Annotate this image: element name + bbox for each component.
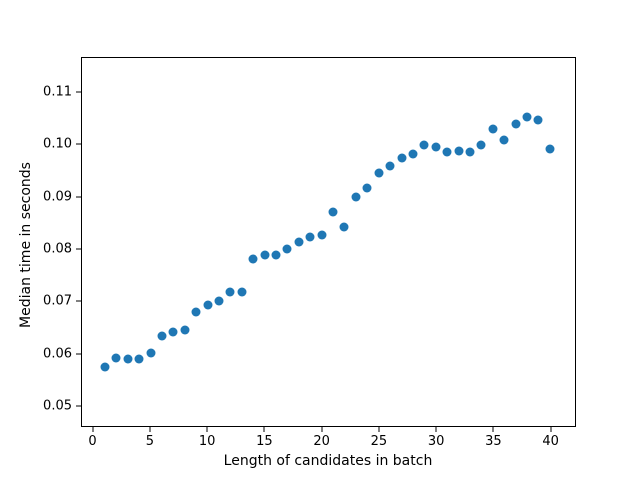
x-tick-label: 0 — [88, 434, 97, 449]
data-point — [385, 161, 395, 171]
x-tick-mark — [206, 427, 208, 432]
x-axis-ticks: 0 5 10 15 20 25 30 35 40 — [81, 427, 576, 457]
data-point — [168, 327, 178, 337]
data-point — [488, 124, 498, 134]
data-point — [294, 237, 304, 247]
x-tick-label: 15 — [256, 434, 273, 449]
data-point — [339, 222, 349, 232]
x-tick-label: 30 — [427, 434, 445, 449]
y-tick-mark — [76, 405, 81, 407]
y-axis-label: Median time in seconds — [18, 162, 34, 328]
x-tick-label: 10 — [198, 434, 216, 449]
data-point — [454, 146, 464, 156]
data-point — [351, 192, 361, 202]
x-tick-label: 5 — [145, 434, 154, 449]
y-tick-mark — [76, 300, 81, 302]
data-point — [305, 232, 315, 242]
data-point — [362, 183, 372, 193]
y-tick-label: 0.06 — [43, 346, 72, 362]
data-point — [180, 325, 190, 335]
x-tick-label: 40 — [542, 434, 559, 449]
data-point — [191, 307, 201, 317]
y-tick-mark — [76, 248, 81, 250]
x-tick-mark — [550, 427, 552, 432]
x-tick-mark — [149, 427, 151, 432]
data-point — [465, 147, 475, 157]
x-tick-mark — [263, 427, 265, 432]
data-point — [545, 144, 555, 154]
data-point — [248, 254, 258, 264]
y-tick-label: 0.08 — [43, 241, 72, 257]
data-point — [237, 287, 247, 297]
x-tick-label: 25 — [370, 434, 388, 449]
data-point — [157, 331, 167, 341]
data-point — [134, 354, 144, 364]
x-tick-mark — [492, 427, 494, 432]
data-point — [533, 115, 543, 125]
y-tick-label: 0.10 — [43, 136, 72, 152]
data-point — [431, 142, 441, 152]
x-axis-label: Length of candidates in batch — [223, 453, 433, 469]
x-tick-label: 20 — [313, 434, 330, 449]
data-point — [476, 140, 486, 150]
data-point — [282, 244, 292, 253]
data-point — [511, 119, 521, 129]
y-tick-mark — [76, 143, 81, 145]
data-point — [100, 362, 110, 372]
data-point — [260, 250, 270, 260]
data-point — [123, 354, 133, 364]
data-point — [522, 112, 532, 122]
data-point — [408, 149, 418, 159]
y-tick-label: 0.07 — [43, 293, 72, 309]
data-point — [271, 250, 281, 260]
y-tick-label: 0.05 — [43, 398, 72, 414]
x-tick-mark — [378, 427, 380, 432]
data-point — [225, 287, 235, 297]
data-point — [374, 168, 384, 177]
data-point — [397, 153, 406, 163]
y-tick-mark — [76, 91, 81, 93]
y-axis-ticks: 0.05 0.06 0.07 0.08 0.09 0.10 0.11 — [0, 57, 81, 427]
x-tick-label: 35 — [485, 434, 502, 449]
y-tick-mark — [76, 353, 81, 355]
data-point — [328, 207, 338, 217]
data-point — [214, 296, 224, 306]
x-tick-mark — [92, 427, 94, 432]
data-point — [499, 135, 509, 145]
x-tick-mark — [321, 427, 323, 432]
data-point — [442, 147, 452, 157]
data-point — [317, 230, 327, 240]
data-point — [111, 353, 121, 363]
y-tick-label: 0.11 — [43, 84, 72, 100]
x-tick-mark — [435, 427, 437, 432]
data-point — [419, 140, 429, 150]
data-point — [146, 348, 156, 358]
y-tick-label: 0.09 — [43, 189, 72, 205]
y-tick-mark — [76, 196, 81, 198]
data-point — [203, 300, 213, 310]
plot-area — [81, 57, 576, 427]
